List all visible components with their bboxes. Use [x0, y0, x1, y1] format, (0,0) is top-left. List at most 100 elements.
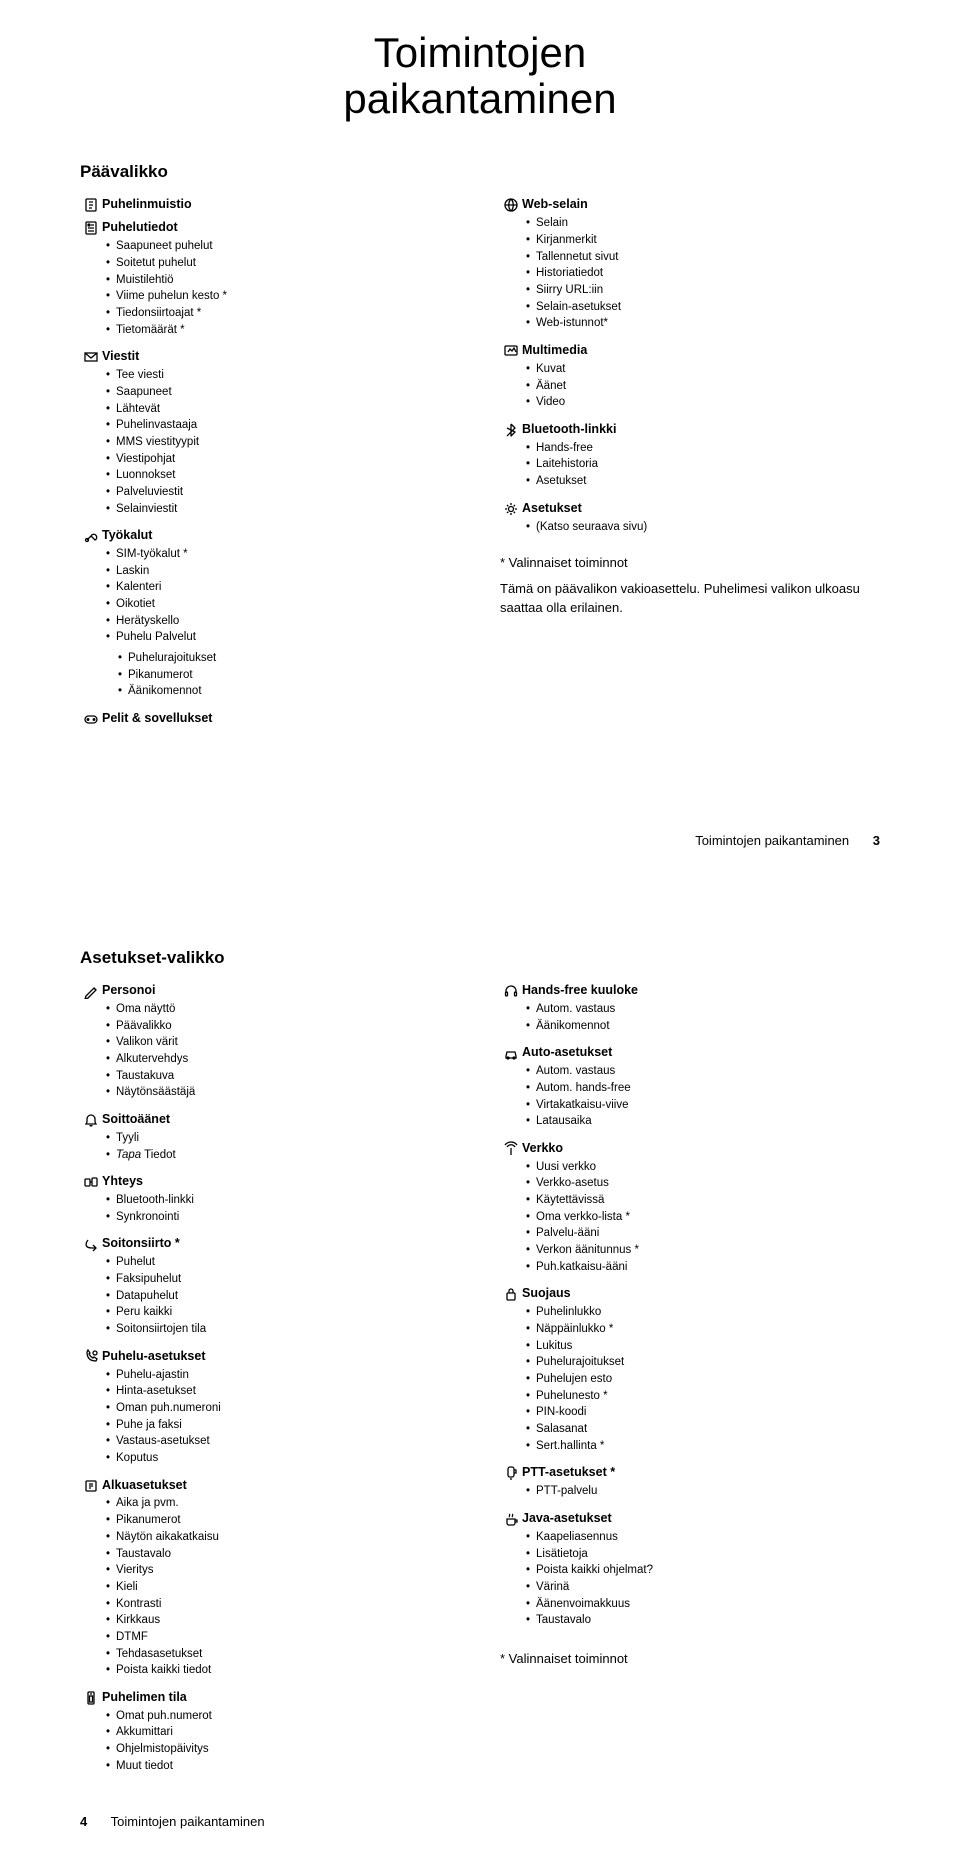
menu-item-list: Bluetooth-linkkiSynkronointi [102, 1192, 460, 1225]
menu-group: Puhelimen tilaOmat puh.numerotAkkumittar… [80, 1689, 460, 1779]
notes-block: * Valinnaiset toiminnotTämä on päävaliko… [500, 553, 880, 618]
menu-item: Näytön aikakatkaisu [116, 1529, 460, 1546]
menu-item: Peru kaikki [116, 1304, 460, 1321]
menu-group-body: ViestitTee viestiSaapuneetLähtevätPuheli… [102, 348, 460, 521]
menu-group-label: Personoi [102, 982, 460, 999]
menu-group-body: YhteysBluetooth-linkkiSynkronointi [102, 1173, 460, 1229]
menu-item: Puhelinlukko [536, 1304, 880, 1321]
footer-text: Toimintojen paikantaminen [695, 833, 849, 848]
menu-group-body: Soitonsiirto * PuhelutFaksipuhelutDatapuh… [102, 1235, 460, 1341]
menu-item: Sert.hallinta * [536, 1438, 880, 1455]
menu-group: TyökalutSIM-työkalut *LaskinKalenteriOik… [80, 527, 460, 704]
menu-item: Käytettävissä [536, 1192, 880, 1209]
menu-item-list: Omat puh.numerotAkkumittariOhjelmistopäi… [102, 1708, 460, 1775]
menu-item: Latausaika [536, 1113, 880, 1130]
menu-group: Multimedia KuvatÄänetVideo [500, 342, 880, 415]
section-title-asetukset: Asetukset-valikko [80, 948, 880, 968]
menu-group: SoittoäänetTyyliTapa Tiedot [80, 1111, 460, 1167]
menu-group-body: Puhelinmuistio [102, 196, 460, 213]
menu-item: Autom. vastaus [536, 1063, 880, 1080]
menu-group: PersonoiOma näyttöPäävalikkoValikon väri… [80, 982, 460, 1105]
menu-group-label: Suojaus [522, 1285, 880, 1302]
menu-item: DTMF [116, 1629, 460, 1646]
menu-item: Selainviestit [116, 501, 460, 518]
ptt-icon [500, 1464, 522, 1481]
menu-group-body: Multimedia KuvatÄänetVideo [522, 342, 880, 415]
menu-item: Hands-free [536, 440, 880, 457]
main-menu-col-1: Puhelinmuistio PuhelutiedotSaapuneet puhe… [80, 196, 460, 733]
menu-item: Aika ja pvm. [116, 1495, 460, 1512]
menu-item: Selain [536, 215, 880, 232]
menu-item: Kalenteri [116, 579, 460, 596]
menu-group: YhteysBluetooth-linkkiSynkronointi [80, 1173, 460, 1229]
menu-item: Salasanat [536, 1421, 880, 1438]
menu-group-label: Työkalut [102, 527, 460, 544]
menu-item: Kirjanmerkit [536, 232, 880, 249]
menu-group: SuojausPuhelinlukkoNäppäinlukko *Lukitus… [500, 1285, 880, 1458]
menu-group-label: Puhelinmuistio [102, 196, 460, 213]
menu-item: Taustakuva [116, 1068, 460, 1085]
java-settings-icon [500, 1510, 522, 1527]
menu-group-label: PTT-asetukset * [522, 1464, 880, 1481]
menu-item: Poista kaikki ohjelmat? [536, 1562, 880, 1579]
footer-page4: 4 Toimintojen paikantaminen [80, 1814, 880, 1829]
menu-item: Lisätietoja [536, 1546, 880, 1563]
call-info-icon [80, 219, 102, 236]
menu-group: PuhelutiedotSaapuneet puhelutSoitetut pu… [80, 219, 460, 342]
tools-icon [80, 527, 102, 544]
menu-item: Tallennetut sivut [536, 249, 880, 266]
menu-group: AlkuasetuksetAika ja pvm.PikanumerotNäyt… [80, 1477, 460, 1683]
menu-item: Saapuneet [116, 384, 460, 401]
page-4: Asetukset-valikko PersonoiOma näyttöPääv… [0, 888, 960, 1869]
menu-item: Vieritys [116, 1562, 460, 1579]
phonebook-icon [80, 196, 102, 213]
menu-item: Siirry URL:iin [536, 282, 880, 299]
menu-item: Saapuneet puhelut [116, 238, 460, 255]
menu-item: (Katso seuraava sivu) [536, 519, 880, 536]
menu-group-label: Multimedia [522, 342, 880, 359]
footer-page3: Toimintojen paikantaminen 3 [80, 833, 880, 848]
menu-item: Faksipuhelut [116, 1271, 460, 1288]
menu-item: Puhe ja faksi [116, 1417, 460, 1434]
menu-item: Datapuhelut [116, 1288, 460, 1305]
menu-item: Tehdasasetukset [116, 1646, 460, 1663]
menu-item: Kaapeliasennus [536, 1529, 880, 1546]
menu-item: Oma näyttö [116, 1001, 460, 1018]
menu-group-body: Java-asetuksetKaapeliasennusLisätietojaP… [522, 1510, 880, 1633]
menu-item: Puhelunesto * [536, 1388, 880, 1405]
menu-item-list: Uusi verkkoVerkko-asetusKäytettävissäOma… [522, 1159, 880, 1276]
bluetooth-icon [500, 421, 522, 438]
menu-item: Web-istunnot* [536, 315, 880, 332]
menu-item: Lukitus [536, 1338, 880, 1355]
menu-item: Historiatiedot [536, 265, 880, 282]
menu-group-body: SuojausPuhelinlukkoNäppäinlukko *Lukitus… [522, 1285, 880, 1458]
footer-page-number: 4 [80, 1814, 87, 1829]
menu-item: Tietomäärät * [116, 322, 460, 339]
menu-item: Ohjelmistopäivitys [116, 1741, 460, 1758]
menu-item: Puhelut [116, 1254, 460, 1271]
games-icon [80, 710, 102, 727]
footer-page-number: 3 [873, 833, 880, 848]
menu-item: Oikotiet [116, 596, 460, 613]
menu-group-label: Soitonsiirto * [102, 1235, 460, 1252]
layout-note: Tämä on päävalikon vakioasettelu. Puheli… [500, 579, 880, 618]
menu-item: Näytönsäästäjä [116, 1084, 460, 1101]
menu-subitem: Äänikomennot [128, 683, 460, 700]
menu-item: Taustavalo [116, 1546, 460, 1563]
menu-group-label: Hands-free kuuloke [522, 982, 880, 999]
menu-item: Valikon värit [116, 1034, 460, 1051]
menu-group: Java-asetuksetKaapeliasennusLisätietojaP… [500, 1510, 880, 1633]
menu-item-list: Tee viestiSaapuneetLähtevätPuhelinvastaa… [102, 367, 460, 517]
menu-item: Tiedonsiirtoajat * [116, 305, 460, 322]
section-title-paavalikko: Päävalikko [80, 162, 880, 182]
menu-item: Video [536, 394, 880, 411]
menu-item-list: PTT-palvelu [522, 1483, 880, 1500]
menu-item: Soitetut puhelut [116, 255, 460, 272]
menu-item: Muut tiedot [116, 1758, 460, 1775]
menu-group-label: Asetukset [522, 500, 880, 517]
menu-group-body: VerkkoUusi verkkoVerkko-asetusKäytettävi… [522, 1140, 880, 1280]
menu-group-body: AlkuasetuksetAika ja pvm.PikanumerotNäyt… [102, 1477, 460, 1683]
menu-item-list: KuvatÄänetVideo [522, 361, 880, 411]
title-line1: Toimintojen [374, 29, 586, 76]
menu-item: Kontrasti [116, 1596, 460, 1613]
